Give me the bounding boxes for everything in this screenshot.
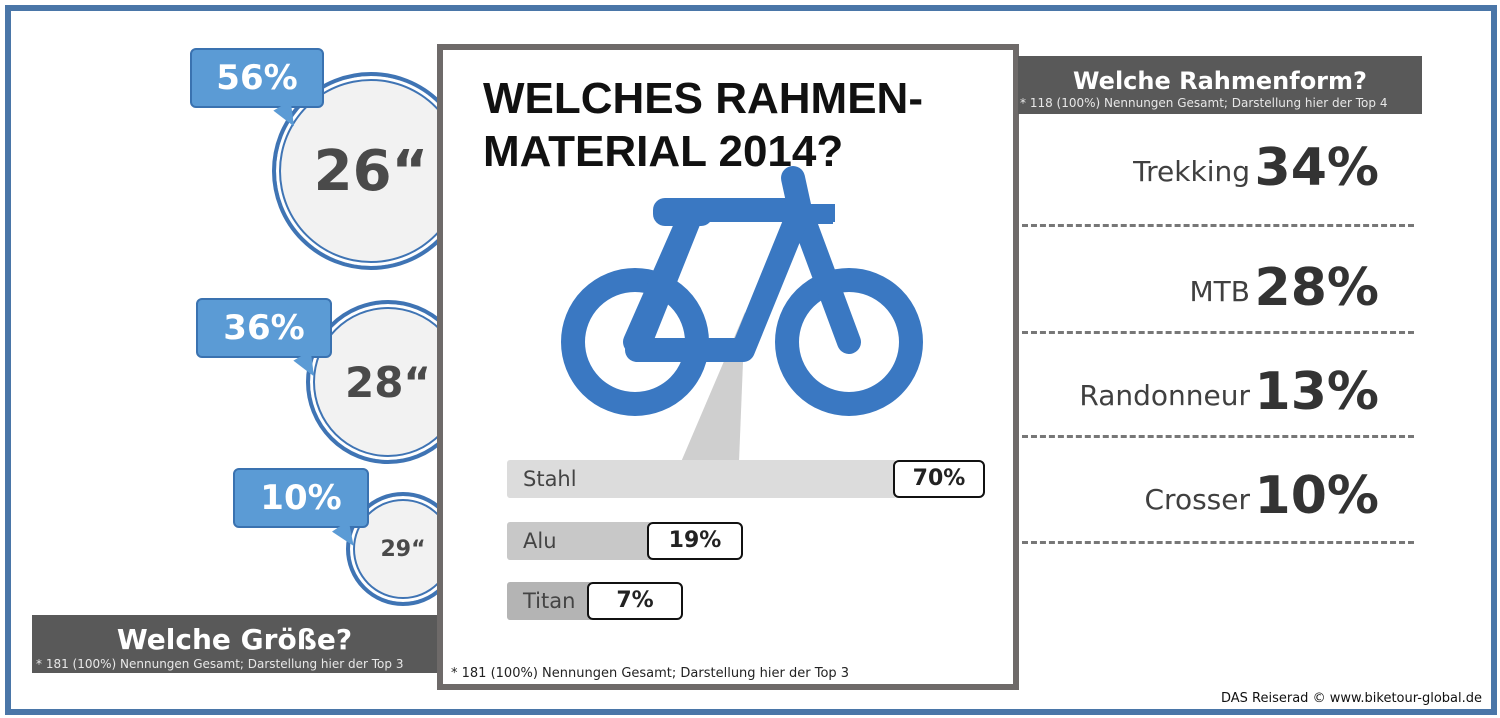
wheel-size-note: * 181 (100%) Nennungen Gesamt; Darstellu…: [36, 657, 404, 671]
frame-form-row: Trekking 34%: [1020, 118, 1415, 198]
wheel-size-header: Welche Größe? * 181 (100%) Nennungen Ges…: [32, 615, 437, 673]
frame-form-name: Crosser: [1144, 483, 1251, 516]
frame-form-percent: 13%: [1254, 362, 1379, 422]
material-bar-value: 7%: [587, 582, 683, 620]
material-bar-row: Titan 7%: [507, 582, 987, 620]
bicycle-icon: [561, 166, 923, 462]
wheel-size-label: 29“: [380, 536, 426, 562]
frame-form-row: Crosser 10%: [1020, 446, 1415, 526]
material-bar-value: 70%: [893, 460, 985, 498]
material-bar-label: Titan: [523, 589, 576, 613]
frame-form-title: Welche Rahmenform?: [1073, 67, 1367, 95]
frame-form-percent: 28%: [1254, 258, 1379, 318]
material-bar: [507, 460, 897, 498]
wheel-size-label: 26“: [313, 138, 429, 204]
wheel-size-percent-callout: 36%: [196, 298, 332, 382]
frame-form-name: Randonneur: [1079, 379, 1250, 412]
frame-form-percent: 10%: [1254, 466, 1379, 526]
material-title-line-1: WELCHES RAHMEN-: [483, 74, 923, 123]
divider: [1022, 224, 1414, 227]
material-title: WELCHES RAHMEN- MATERIAL 2014?: [483, 72, 963, 178]
divider: [1022, 435, 1414, 438]
wheel-size-title: Welche Größe?: [116, 623, 353, 656]
frame-form-note: * 118 (100%) Nennungen Gesamt; Darstellu…: [1020, 96, 1388, 110]
frame-form-percent: 34%: [1254, 138, 1379, 198]
divider: [1022, 541, 1414, 544]
material-bar-label: Stahl: [523, 467, 577, 491]
frame-form-row: Randonneur 13%: [1020, 342, 1415, 422]
material-bar-label: Alu: [523, 529, 557, 553]
divider: [1022, 331, 1414, 334]
material-bar-value: 19%: [647, 522, 743, 560]
frame-form-name: Trekking: [1133, 155, 1250, 188]
credit-line: DAS Reiserad © www.biketour-global.de: [1220, 691, 1482, 706]
wheel-size-label: 28“: [344, 357, 432, 407]
wheel-size-percent: 56%: [216, 58, 298, 98]
wheel-size-percent-callout: 10%: [233, 468, 369, 552]
material-bar: [507, 522, 653, 560]
material-bar-row: Stahl 70%: [507, 460, 987, 498]
wheel-size-percent: 10%: [260, 478, 342, 518]
material-panel: WELCHES RAHMEN- MATERIAL 2014? Stahl 70%…: [437, 44, 1019, 690]
material-bar: [507, 582, 593, 620]
material-note: * 181 (100%) Nennungen Gesamt; Darstellu…: [451, 666, 850, 681]
frame-form-header: Welche Rahmenform? * 118 (100%) Nennunge…: [1018, 56, 1422, 114]
wheel-size-percent: 36%: [223, 308, 305, 348]
frame-form-row: MTB 28%: [1020, 238, 1415, 318]
wheel-size-percent-callout: 56%: [190, 48, 324, 132]
material-bar-row: Alu 19%: [507, 522, 987, 560]
frame-form-name: MTB: [1189, 275, 1250, 308]
material-title-line-2: MATERIAL 2014?: [483, 127, 844, 176]
